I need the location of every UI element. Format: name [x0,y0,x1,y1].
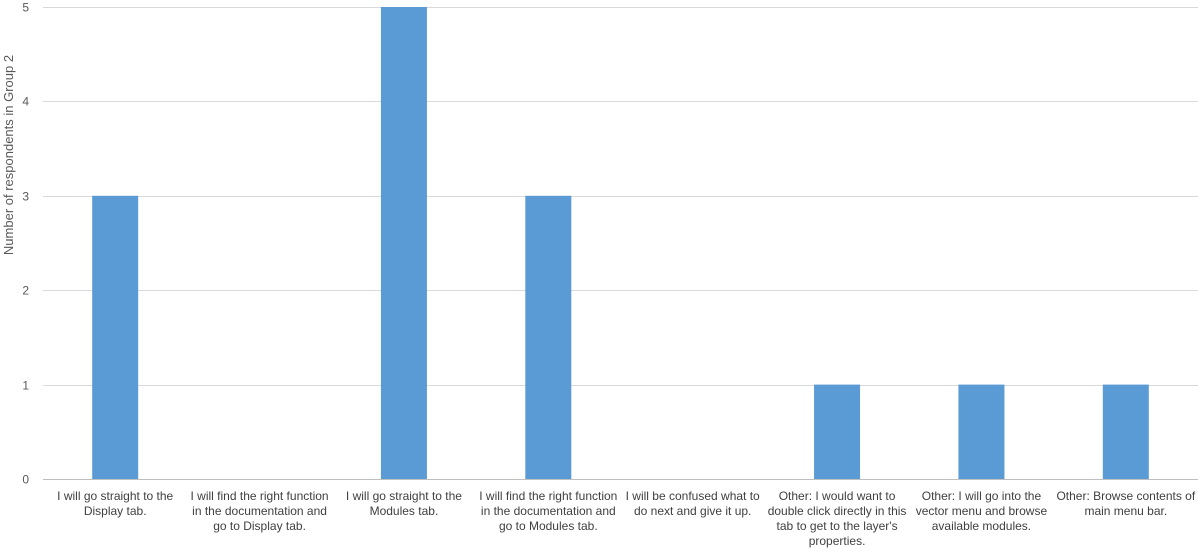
y-tick-label: 3 [22,190,29,204]
bar [1102,384,1149,479]
x-tick-label: I will go straight to the Modules tab. [345,489,462,518]
x-tick-label: Other: Browse contents of main menu bar. [1056,489,1196,518]
bar [92,195,139,480]
bar [814,384,861,479]
bar [380,7,427,479]
y-tick-label: 1 [22,379,29,393]
y-tick-label: 4 [22,95,29,109]
x-tick-label: I will find the right function in the do… [190,489,329,533]
x-tick-label: I will be confused what to do next and g… [625,489,760,518]
x-tick-label: Other: I would want to double click dire… [767,489,907,548]
x-tick-label: I will go straight to the Display tab. [57,489,174,518]
bar [525,195,572,480]
gridlines [43,7,1198,480]
x-tick-label: Other: I will go into the vector menu an… [915,489,1048,533]
x-tick-label: I will find the right function in the do… [479,489,618,533]
y-tick-label: 2 [22,284,29,298]
bar [958,384,1005,479]
y-tick-label: 0 [22,473,29,487]
bars [92,7,1149,480]
y-tick-label: 5 [22,1,29,15]
y-tick-labels: 0 1 2 3 4 5 [22,1,29,487]
y-axis-label: Number of respondents in Group 2 [1,55,16,255]
